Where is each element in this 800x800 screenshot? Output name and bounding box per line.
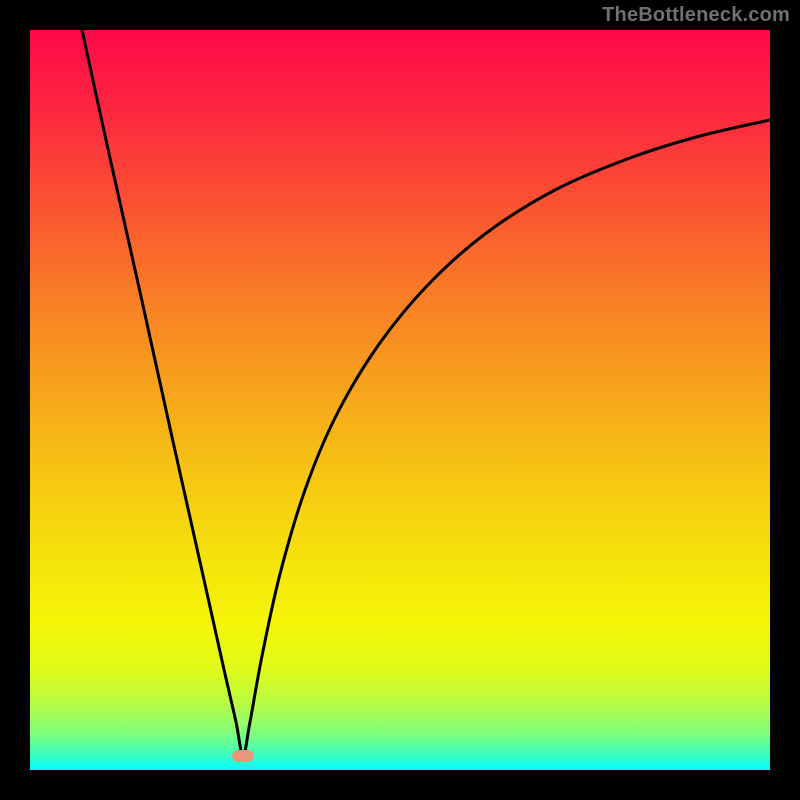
plot-area — [30, 30, 770, 770]
chart-svg — [30, 30, 770, 770]
min-marker — [232, 750, 254, 762]
chart-frame: TheBottleneck.com — [0, 0, 800, 800]
gradient-background — [30, 30, 770, 770]
watermark-text: TheBottleneck.com — [602, 4, 790, 27]
